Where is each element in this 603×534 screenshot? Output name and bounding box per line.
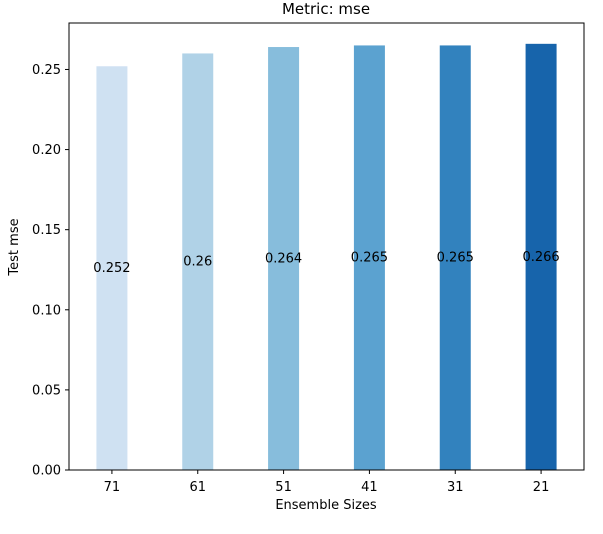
y-tick-label: 0.25 — [32, 63, 61, 78]
x-axis: 71 61 51 41 31 21 — [104, 470, 550, 495]
y-tick-label: 0.15 — [32, 223, 61, 238]
y-tick-label: 0.10 — [32, 303, 61, 318]
value-label-21: 0.266 — [522, 250, 559, 265]
y-axis-label: Test mse — [7, 218, 22, 276]
y-tick-label: 0.00 — [32, 464, 61, 479]
y-tick-label: 0.20 — [32, 143, 61, 158]
y-tick-label: 0.05 — [32, 383, 61, 398]
y-axis: 0.00 0.05 0.10 0.15 0.20 0.25 — [32, 63, 69, 479]
x-axis-label: Ensemble Sizes — [275, 498, 377, 513]
value-label-31: 0.265 — [437, 251, 474, 266]
chart-title: Metric: mse — [282, 0, 370, 18]
bar-61 — [182, 53, 214, 471]
bar-41 — [353, 45, 385, 470]
value-labels: 0.252 0.26 0.264 0.265 0.265 0.266 — [93, 250, 559, 276]
value-label-51: 0.264 — [265, 252, 302, 267]
x-tick-label: 51 — [275, 480, 292, 495]
value-label-41: 0.265 — [351, 251, 388, 266]
x-tick-label: 61 — [189, 480, 206, 495]
value-label-71: 0.252 — [93, 261, 130, 276]
bar-31 — [439, 45, 471, 470]
bars — [96, 43, 557, 471]
x-tick-label: 21 — [533, 480, 550, 495]
bar-71 — [96, 66, 128, 471]
bar-21 — [525, 43, 557, 471]
x-tick-label: 71 — [104, 480, 121, 495]
plot-area-frame — [68, 22, 585, 471]
value-label-61: 0.26 — [183, 255, 212, 270]
x-tick-label: 41 — [361, 480, 378, 495]
bar-51 — [268, 47, 300, 470]
x-tick-label: 31 — [447, 480, 464, 495]
